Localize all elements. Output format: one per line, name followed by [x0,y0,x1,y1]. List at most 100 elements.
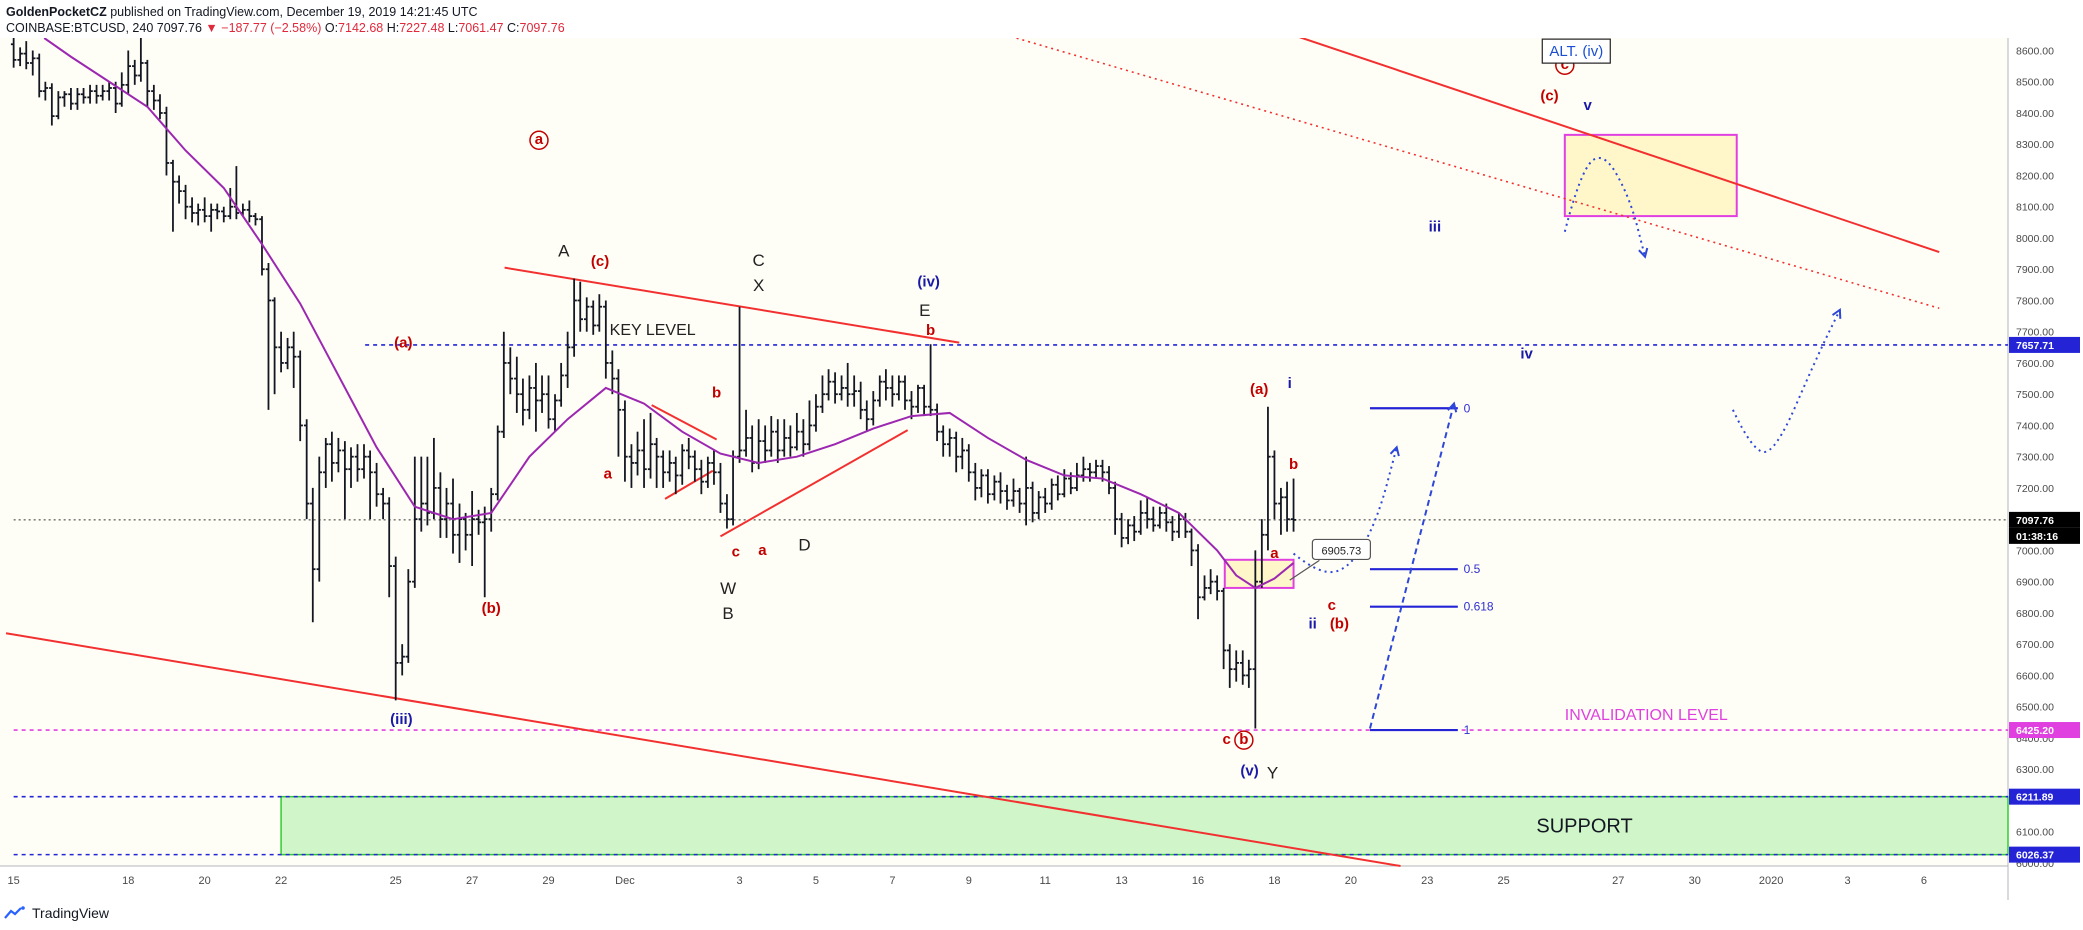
trend-line [664,469,714,500]
ohlc-bar [698,459,705,495]
arrow-head-icon [1389,445,1400,457]
ohlc-bar [1207,569,1214,595]
ohlc-bar [23,41,29,70]
ohlc-bar [1150,506,1157,532]
ohlc-bar [335,437,342,473]
ohlc-bar [386,497,392,598]
price-tick-label: 7800.00 [2016,295,2054,307]
price-tick-label: 6800.00 [2016,608,2054,620]
price-tick-label: 6100.00 [2016,827,2054,839]
ohlc-bar [501,331,507,438]
ohlc-bar [705,456,711,488]
wave-label: a [604,466,613,483]
high-label: H: [386,21,400,35]
tradingview-logo-icon[interactable] [4,906,26,920]
ohlc-bar [163,106,170,176]
ohlc-bar [526,375,533,420]
ohlc-bar [182,184,189,220]
price-badge-label: 6211.89 [2016,792,2054,804]
ohlc-bar [221,206,227,223]
ohlc-bar [208,203,214,232]
symbol-line: COINBASE:BTCUSD, 240 7097.76 ▼ −187.77 (… [6,20,906,36]
ohlc-bar [634,431,641,476]
ohlc-bar [1093,459,1099,479]
time-tick-label: 2020 [1759,875,1783,887]
ohlc-bar [692,450,698,482]
ohlc-bar [1004,484,1010,510]
ohlc-bar [354,444,361,482]
ohlc-bar [1246,659,1252,688]
ohlc-bar [959,437,966,470]
price-badge-label: 6425.20 [2016,725,2054,737]
wave-label: (b) [1330,616,1349,633]
price-badge [2009,511,2080,528]
symbol: COINBASE:BTCUSD, 240 [6,21,154,35]
ohlc-bar [1131,516,1137,542]
ohlc-bar [201,197,208,223]
ohlc-bar [1284,481,1290,532]
ohlc-bar [151,84,157,110]
wave-label: b [712,384,721,401]
ohlc-bar [303,419,310,520]
ohlc-bar [889,375,896,407]
ohlc-bar [628,444,635,488]
ohlc-bar [297,350,303,442]
author-name[interactable]: GoldenPocketCZ [6,5,107,19]
ohlc-bar [673,456,679,495]
ohlc-bar [819,375,826,413]
fib-level-label: 0 [1464,401,1471,415]
ohlc-bar [1163,503,1170,532]
ohlc-bar [908,391,915,420]
ohlc-bar [806,400,813,451]
price-tick-label: 7600.00 [2016,358,2054,370]
ohlc-bar [794,412,800,451]
footer: TradingView [4,902,109,924]
ohlc-bar [144,59,151,107]
wave-label: (a) [1250,381,1268,398]
price-tick-label: 7300.00 [2016,452,2054,464]
ohlc-bar [284,337,291,370]
wave-label: b [926,322,935,339]
ohlc-bar [660,450,666,488]
ohlc-bar [1265,406,1271,551]
footer-brand[interactable]: TradingView [32,905,110,921]
ohlc-bar [373,462,380,507]
ohlc-bar [189,197,195,223]
wave-label: W [720,579,736,598]
ohlc-bar [686,437,692,470]
time-tick-label: 7 [889,875,895,887]
ohlc-bar [106,81,112,101]
ohlc-bar [1087,462,1093,482]
price-tick-label: 7200.00 [2016,483,2054,495]
ohlc-bar [768,416,774,457]
ohlc-bar [539,375,545,413]
ohlc-bar [717,462,724,513]
ohlc-bar [1106,466,1112,495]
price-tick-label: 7000.00 [2016,545,2054,557]
ohlc-bar [609,350,616,395]
ohlc-bar [456,503,463,563]
ohlc-bar [323,437,329,488]
wave-label: c [1561,56,1569,73]
time-tick-label: 25 [1498,875,1510,887]
ohlc-bar [36,53,42,98]
ohlc-bar [1195,544,1201,620]
ohlc-bar [361,444,367,479]
ohlc-bar [443,487,450,538]
ohlc-bar [915,384,921,413]
price-badge [2009,336,2080,353]
ohlc-bar [724,494,730,529]
ohlc-bar [74,87,81,110]
ohlc-bar [1010,478,1017,507]
close-label: C: [507,21,520,35]
ohlc-bar [278,331,284,373]
ohlc-bar [870,391,877,426]
ohlc-bar [246,200,253,223]
ohlc-bar [1169,516,1176,542]
ohlc-bar [380,487,386,520]
price-tick-label: 6500.00 [2016,702,2054,714]
price-chart[interactable]: SUPPORT KEY LEVEL INVALIDATION LEVEL 0 0.5 0.… [0,38,2083,900]
ohlc-bar [481,506,488,598]
time-tick-label: 3 [736,875,742,887]
alt-label-box [1541,38,1611,64]
